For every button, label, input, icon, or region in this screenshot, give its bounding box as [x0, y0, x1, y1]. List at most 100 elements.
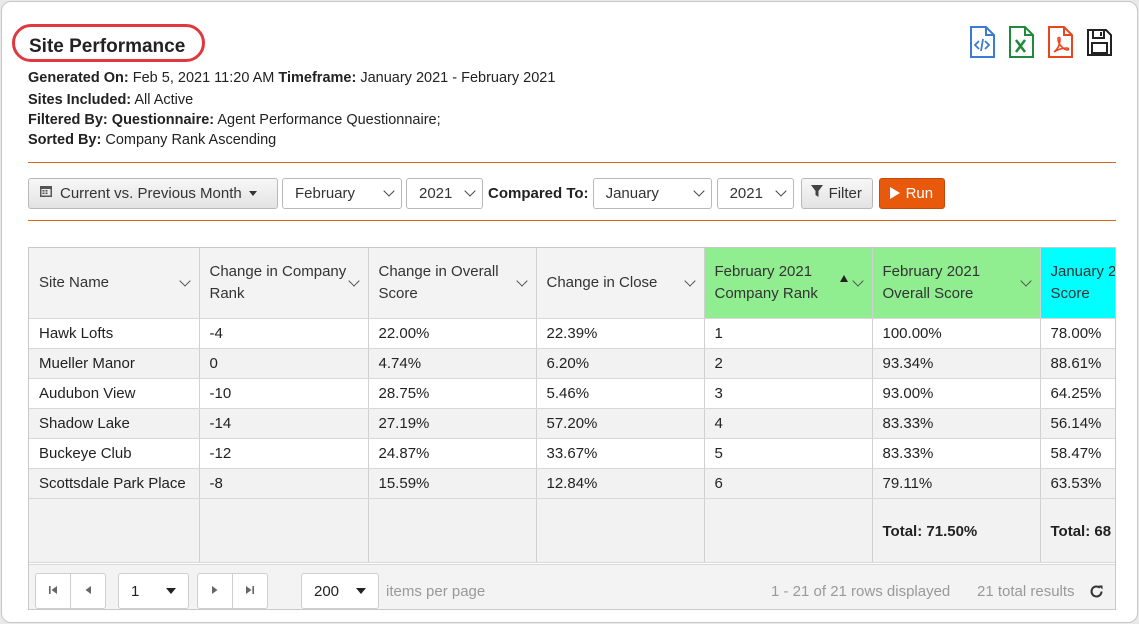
results-table: Site Name Change in Company Rank Change … — [29, 248, 1116, 563]
cell-feb-rank: 5 — [704, 438, 873, 469]
chevron-down-icon[interactable] — [178, 275, 191, 287]
footer-cell — [199, 498, 369, 563]
cell-score-change: 22.00% — [368, 318, 537, 349]
col-header-jan-score[interactable]: January 2021 Overall Score — [1040, 248, 1116, 319]
chevron-down-icon[interactable] — [347, 275, 360, 287]
pdf-file-icon[interactable] — [1046, 26, 1074, 58]
sort-ascending-icon — [839, 275, 848, 282]
cell-score-change: 27.19% — [368, 408, 537, 439]
items-per-page-label: items per page — [386, 583, 486, 600]
page-select-value: 1 — [131, 582, 140, 600]
cell-jan-score: 64.25% — [1040, 378, 1115, 409]
last-page-button[interactable] — [232, 573, 268, 609]
generated-value: Feb 5, 2021 11:20 AM — [132, 70, 275, 86]
report-title-badge: Site Performance — [12, 24, 205, 62]
chevron-down-icon — [774, 185, 787, 197]
cell-close-change: 5.46% — [536, 378, 705, 409]
cell-score-change: 24.87% — [368, 438, 537, 469]
date-range-dropdown[interactable]: Current vs. Previous Month — [28, 177, 278, 209]
sorted-label: Sorted By: — [28, 132, 102, 148]
divider-top — [28, 162, 1116, 163]
cell-rank-change: -14 — [199, 408, 369, 439]
filter-button[interactable]: Filter — [800, 177, 873, 209]
cell-feb-rank: 3 — [704, 378, 873, 409]
first-page-button[interactable] — [35, 573, 71, 609]
footer-cell — [704, 498, 873, 563]
next-page-button[interactable] — [197, 573, 233, 609]
jan-score-total: Total: 68 — [1040, 498, 1115, 563]
pagination-bar: 1 200 items per page 1 - 21 of 21 rows d… — [29, 564, 1115, 609]
col-header-feb-score[interactable]: February 2021 Overall Score — [872, 248, 1041, 319]
play-icon — [889, 187, 900, 199]
cell-site: Audubon View — [29, 378, 200, 409]
cell-site: Mueller Manor — [29, 348, 200, 379]
code-file-icon[interactable] — [968, 26, 996, 58]
cell-rank-change: -8 — [199, 468, 369, 499]
cell-feb-score: 79.11% — [872, 468, 1041, 499]
month-select[interactable]: February — [282, 177, 402, 209]
col-header-feb-rank[interactable]: February 2021 Company Rank — [704, 248, 873, 319]
year-select-value: 2021 — [419, 184, 453, 202]
col-header-site-name[interactable]: Site Name — [29, 248, 200, 319]
table-row[interactable]: Audubon View -10 28.75% 5.46% 3 93.00% 6… — [29, 378, 1115, 409]
prev-page-icon — [84, 585, 92, 598]
chevron-down-icon[interactable] — [1019, 275, 1032, 287]
chevron-down-icon[interactable] — [683, 275, 696, 287]
filtered-key: Questionnaire: — [111, 112, 215, 128]
col-header-label: January 2021 Overall Score — [1050, 263, 1116, 302]
cell-close-change: 12.84% — [536, 468, 705, 499]
items-per-page-select[interactable]: 200 — [301, 573, 379, 609]
month-select-value: February — [295, 184, 356, 202]
col-header-close-change[interactable]: Change in Close — [536, 248, 705, 319]
first-page-icon — [48, 585, 58, 598]
compare-year-select[interactable]: 2021 — [716, 177, 794, 209]
cell-rank-change: -12 — [199, 438, 369, 469]
footer-cell — [29, 498, 200, 563]
col-header-label: Change in Overall Score — [378, 263, 499, 302]
table-row[interactable]: Scottsdale Park Place -8 15.59% 12.84% 6… — [29, 468, 1115, 499]
sorted-value: Company Rank Ascending — [105, 132, 277, 148]
col-header-rank-change[interactable]: Change in Company Rank — [199, 248, 369, 319]
sites-label: Sites Included: — [28, 92, 132, 108]
cell-feb-score: 93.34% — [872, 348, 1041, 379]
table-row[interactable]: Buckeye Club -12 24.87% 33.67% 5 83.33% … — [29, 438, 1115, 469]
cell-jan-score: 78.00% — [1040, 318, 1115, 349]
generated-line: Generated On: Feb 5, 2021 11:20 AM Timef… — [28, 70, 555, 86]
chevron-down-icon[interactable] — [515, 275, 528, 287]
col-header-label: February 2021 Overall Score — [882, 263, 981, 302]
table-row[interactable]: Hawk Lofts -4 22.00% 22.39% 1 100.00% 78… — [29, 318, 1115, 349]
table-row[interactable]: Mueller Manor 0 4.74% 6.20% 2 93.34% 88.… — [29, 348, 1115, 379]
date-range-label: Current vs. Previous Month — [60, 184, 242, 202]
run-button[interactable]: Run — [878, 177, 945, 209]
refresh-icon[interactable] — [1089, 584, 1104, 604]
totals-row: Total: 71.50% Total: 68 — [29, 498, 1115, 563]
generated-label: Generated On: — [28, 70, 129, 86]
year-select[interactable]: 2021 — [406, 177, 483, 209]
cell-feb-score: 83.33% — [872, 438, 1041, 469]
cell-feb-score: 100.00% — [872, 318, 1041, 349]
caret-down-icon — [248, 190, 257, 196]
chevron-down-icon[interactable] — [851, 275, 864, 287]
cell-feb-rank: 1 — [704, 318, 873, 349]
cell-close-change: 6.20% — [536, 348, 705, 379]
cell-score-change: 28.75% — [368, 378, 537, 409]
col-header-label: Site Name — [39, 274, 110, 291]
chevron-down-icon — [692, 185, 705, 197]
sites-line: Sites Included: All Active — [28, 92, 193, 108]
report-toolbar: Current vs. Previous Month February 2021… — [28, 177, 945, 209]
report-title: Site Performance — [29, 36, 186, 57]
caret-down-icon — [356, 588, 366, 594]
table-row[interactable]: Shadow Lake -14 27.19% 57.20% 4 83.33% 5… — [29, 408, 1115, 439]
compare-month-select[interactable]: January — [592, 177, 712, 209]
page-select[interactable]: 1 — [118, 573, 189, 609]
col-header-label: Change in Company Rank — [209, 263, 347, 302]
next-page-icon — [211, 585, 219, 598]
excel-file-icon[interactable] — [1007, 26, 1035, 58]
prev-page-button[interactable] — [70, 573, 106, 609]
save-disk-icon[interactable] — [1085, 26, 1113, 58]
calendar-icon — [39, 184, 53, 202]
col-header-score-change[interactable]: Change in Overall Score — [368, 248, 537, 319]
cell-feb-rank: 6 — [704, 468, 873, 499]
cell-score-change: 4.74% — [368, 348, 537, 379]
